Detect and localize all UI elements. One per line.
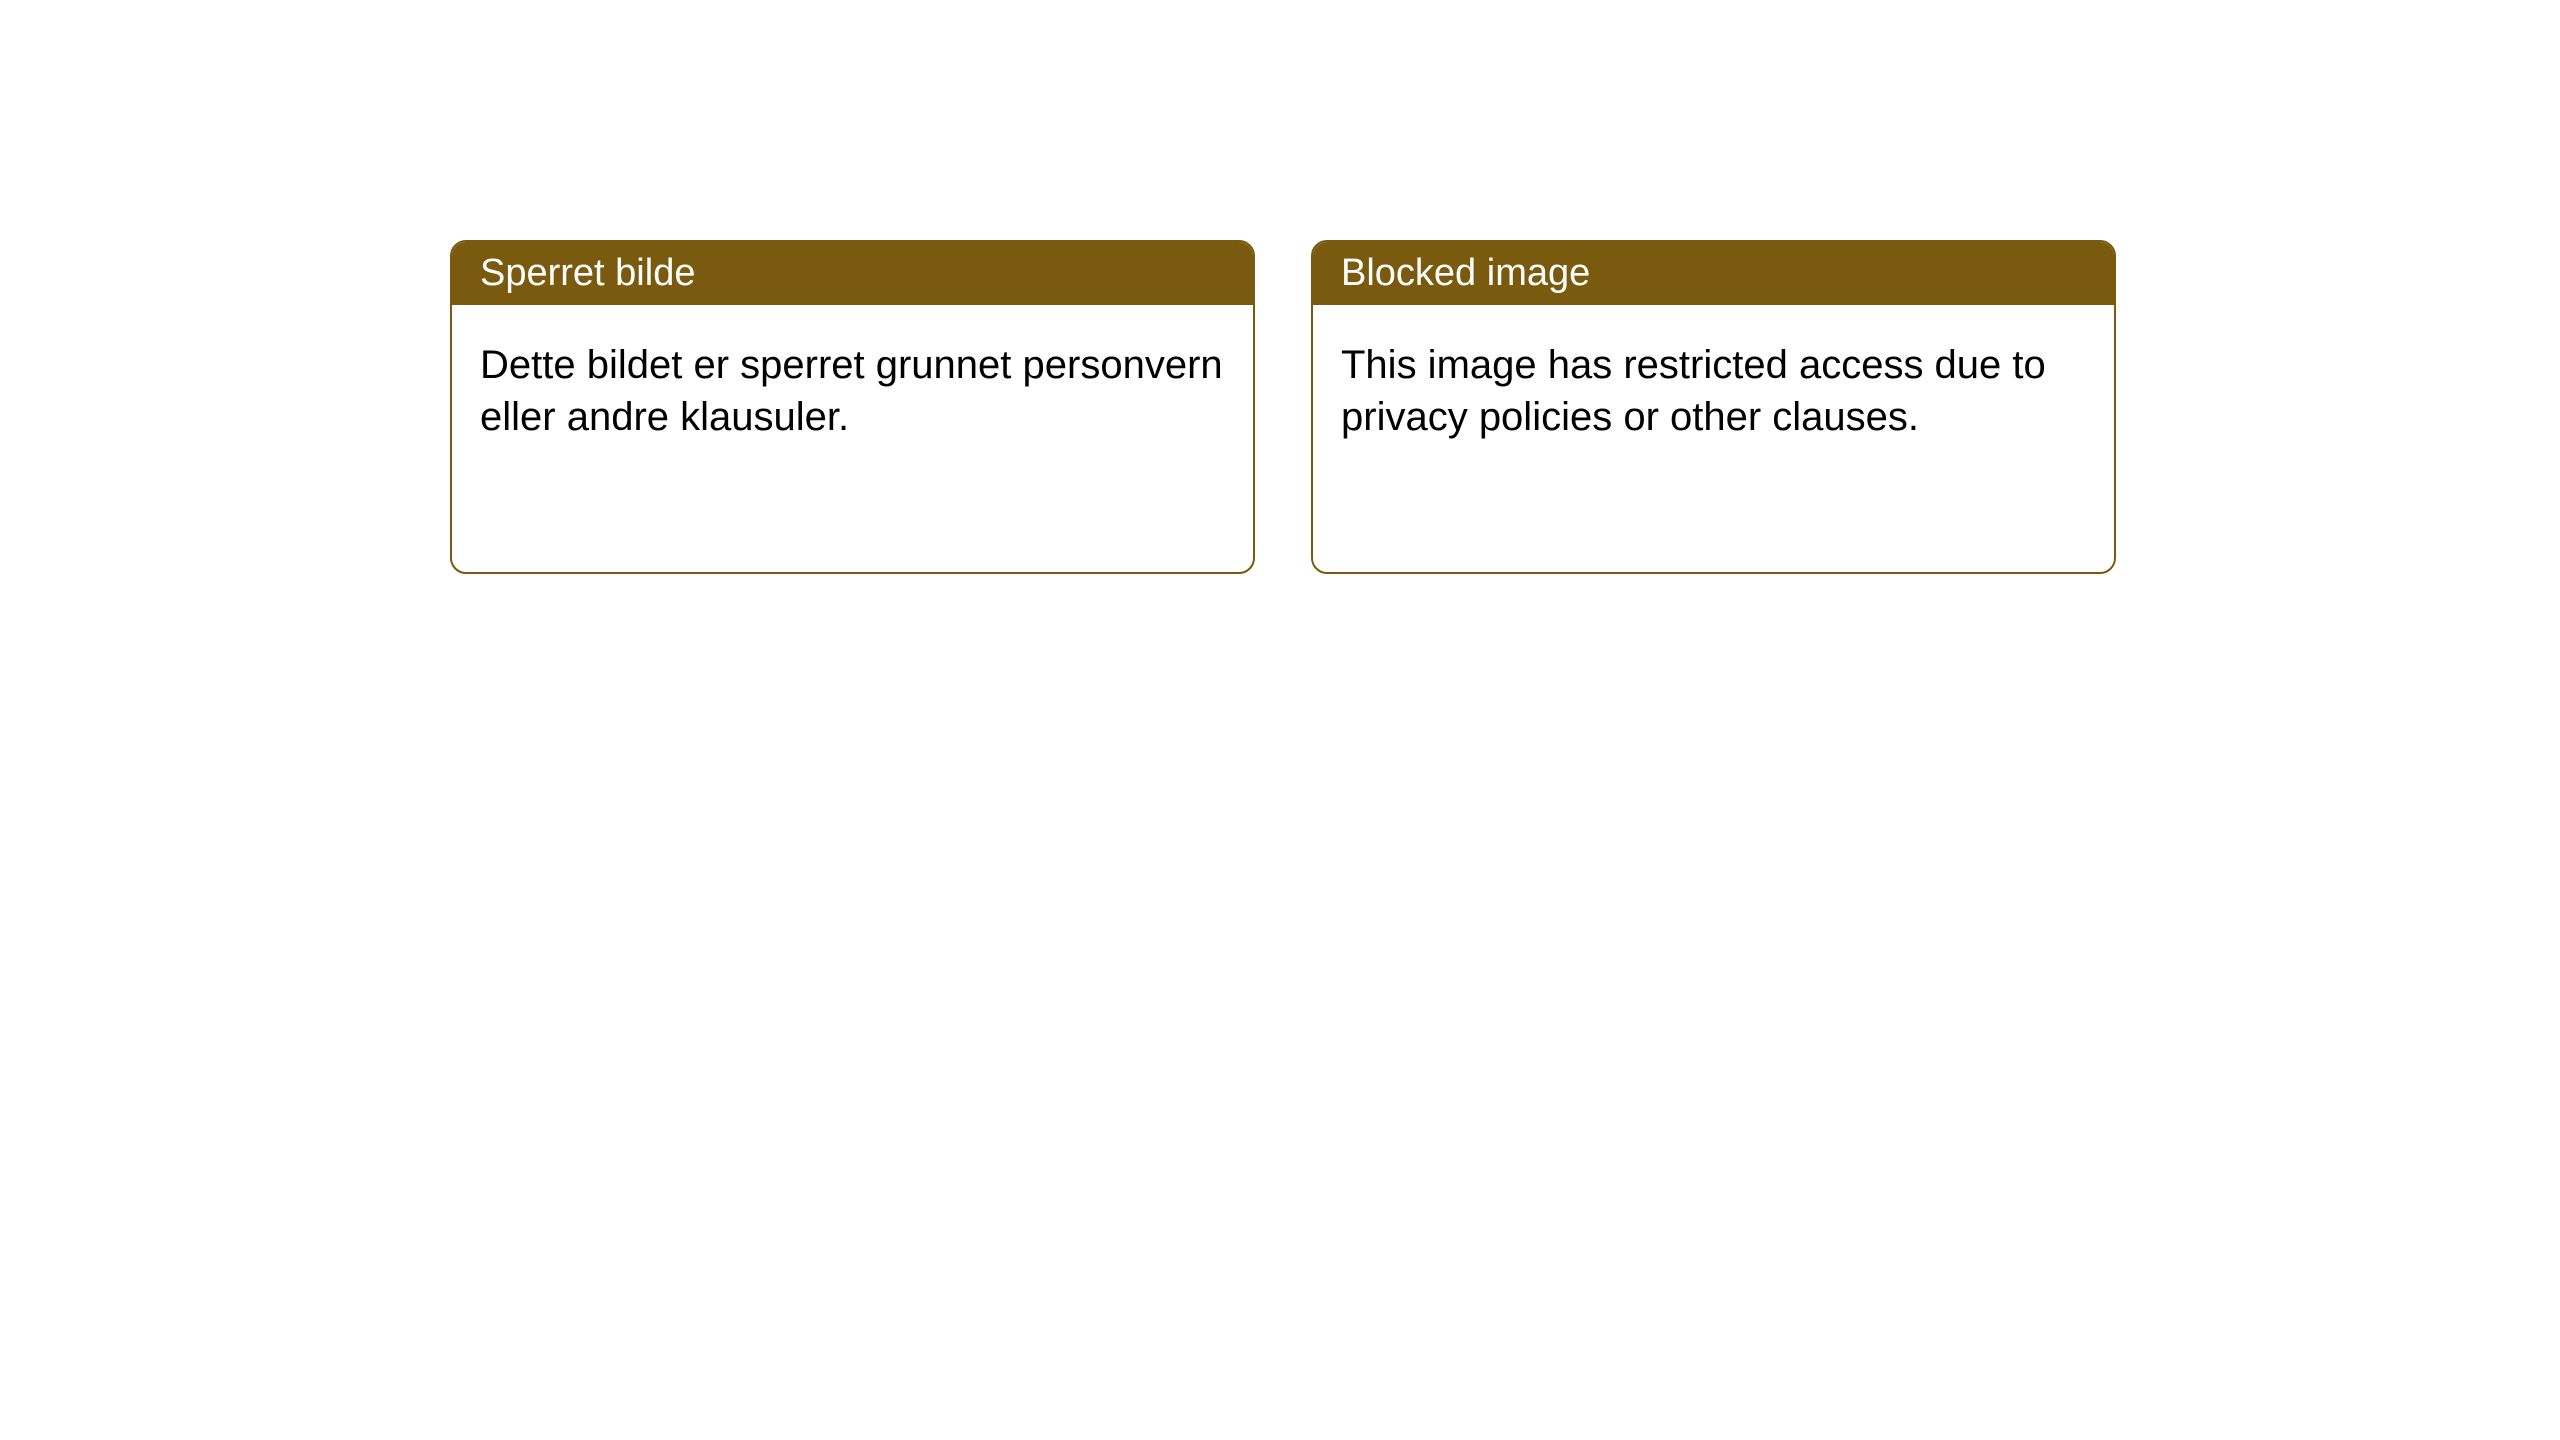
card-title-norwegian: Sperret bilde	[480, 252, 695, 294]
card-body-english: This image has restricted access due to …	[1313, 305, 2114, 477]
card-header-english: Blocked image	[1313, 242, 2114, 305]
notice-card-norwegian: Sperret bilde Dette bildet er sperret gr…	[450, 240, 1255, 574]
card-title-english: Blocked image	[1341, 252, 1590, 294]
card-body-norwegian: Dette bildet er sperret grunnet personve…	[452, 305, 1253, 477]
notice-container: Sperret bilde Dette bildet er sperret gr…	[0, 0, 2560, 574]
card-text-norwegian: Dette bildet er sperret grunnet personve…	[480, 343, 1223, 439]
card-header-norwegian: Sperret bilde	[452, 242, 1253, 305]
notice-card-english: Blocked image This image has restricted …	[1311, 240, 2116, 574]
card-text-english: This image has restricted access due to …	[1341, 343, 2046, 439]
